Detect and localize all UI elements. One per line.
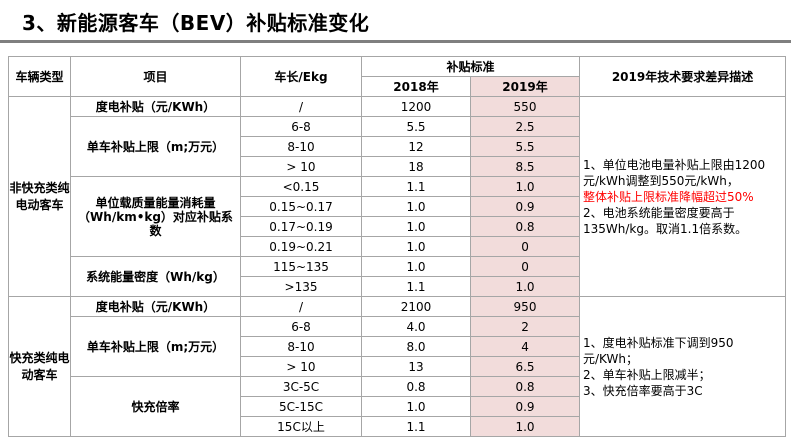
title-bar: 3、新能源客车（BEV）补贴标准变化 xyxy=(0,0,791,43)
cell-2018: 0.8 xyxy=(361,376,471,397)
table-row: 非快充类纯电动客车 度电补贴（元/KWh） / 1200 550 1、单位电池电… xyxy=(8,96,787,297)
cell-length: 5C-15C xyxy=(240,396,362,417)
desc-highlight: 整体补贴上限标准降幅超过50% xyxy=(583,189,754,204)
cell-length: 0.19~0.21 xyxy=(240,236,362,257)
header-diff-desc: 2019年技术要求差异描述 xyxy=(579,56,787,97)
desc-line: 3、快充倍率要高于3C xyxy=(583,383,703,398)
table-row: 15C以上 1.1 1.0 xyxy=(9,416,786,437)
cell-2018: 1.0 xyxy=(361,216,471,237)
subsidy-table: 车辆类型 项目 车长/Ekg 补贴标准 2019年技术要求差异描述 2018年 … xyxy=(8,56,787,437)
desc-line: 2、单车补贴上限减半； xyxy=(583,367,711,382)
header-row-years: 2018年 2019年 xyxy=(9,76,786,97)
cell-length: 15C以上 xyxy=(240,416,362,437)
cell-2019: 6.5 xyxy=(469,356,581,377)
cell-2019: 1.0 xyxy=(469,416,581,437)
cell-length: 6-8 xyxy=(240,316,362,337)
cell-2018: 1200 xyxy=(361,96,471,117)
table-row: 8-10 8.0 4 xyxy=(9,336,786,357)
cell-2019: 0.9 xyxy=(469,196,581,217)
cell-2018: 1.1 xyxy=(361,416,471,437)
table-row: > 10 13 6.5 xyxy=(9,356,786,377)
desc-line: 1、单位电池电量补贴上限由1200元/kWh调整到550元/kWh， xyxy=(583,157,766,188)
cell-2019: 0 xyxy=(469,236,581,257)
cell-length: 8-10 xyxy=(240,336,362,357)
table-row: 系统能量密度（Wh/kg） 115~135 1.0 0 xyxy=(9,256,786,297)
cell-2018: 5.5 xyxy=(361,116,471,137)
table-row: 单位载质量能量消耗量（Wh/km•kg）对应补贴系数 <0.15 1.1 1.0 xyxy=(9,176,786,257)
cell-length: / xyxy=(240,96,362,117)
table-row: 0.19~0.21 1.0 0 xyxy=(9,236,786,257)
cell-2018: 13 xyxy=(361,356,471,377)
title-divider xyxy=(0,40,791,43)
table-row: 单车补贴上限（m;万元） 6-8 5.5 2.5 xyxy=(9,116,786,177)
header-year-2019: 2019年 xyxy=(469,76,581,97)
item-vehicle-cap: 单车补贴上限（m;万元） xyxy=(70,316,241,377)
cell-2018: 1.0 xyxy=(361,196,471,217)
cell-2019: 0 xyxy=(469,256,581,277)
cell-length: <0.15 xyxy=(240,176,362,197)
table-row: 8-10 12 5.5 xyxy=(9,136,786,157)
cell-length: 3C-5C xyxy=(240,376,362,397)
cell-2019: 0.9 xyxy=(469,396,581,417)
header-length: 车长/Ekg xyxy=(240,56,362,97)
cell-length: 8-10 xyxy=(240,136,362,157)
cell-2019: 2.5 xyxy=(469,116,581,137)
cell-2018: 4.0 xyxy=(361,316,471,337)
cell-length: > 10 xyxy=(240,156,362,177)
cell-2018: 1.0 xyxy=(361,236,471,257)
table-row: 快充倍率 3C-5C 0.8 0.8 xyxy=(9,376,786,437)
category-non-fast: 非快充类纯电动客车 xyxy=(8,96,71,297)
header-subsidy-standard: 补贴标准 xyxy=(360,56,581,77)
item-energy-density: 系统能量密度（Wh/kg） xyxy=(70,256,241,297)
table-row: 0.17~0.19 1.0 0.8 xyxy=(9,216,786,237)
cell-2019: 0.8 xyxy=(469,216,581,237)
cell-length: 6-8 xyxy=(240,116,362,137)
desc-line: 1、度电补贴标准下调到950元/KWh； xyxy=(583,335,734,366)
cell-length: 0.17~0.19 xyxy=(240,216,362,237)
item-degree-subsidy: 度电补贴（元/KWh） xyxy=(70,296,241,317)
cell-2018: 1.0 xyxy=(361,256,471,277)
cell-2019: 1.0 xyxy=(469,176,581,197)
cell-2018: 12 xyxy=(361,136,471,157)
cell-2018: 1.0 xyxy=(361,396,471,417)
desc-line: 2、电池系统能量密度要高于135Wh/kg。取消1.1倍系数。 xyxy=(583,205,748,236)
table-row: 5C-15C 1.0 0.9 xyxy=(9,396,786,417)
table-row: 0.15~0.17 1.0 0.9 xyxy=(9,196,786,217)
cell-length: >135 xyxy=(240,276,362,297)
cell-2018: 1.1 xyxy=(361,276,471,297)
cell-2018: 8.0 xyxy=(361,336,471,357)
cell-2019: 4 xyxy=(469,336,581,357)
cell-2018: 18 xyxy=(361,156,471,177)
cell-2018: 2100 xyxy=(361,296,471,317)
cell-2019: 5.5 xyxy=(469,136,581,157)
item-energy-coef: 单位载质量能量消耗量（Wh/km•kg）对应补贴系数 xyxy=(70,176,241,257)
cell-2019: 950 xyxy=(469,296,581,317)
diff-desc-fast: 1、度电补贴标准下调到950元/KWh； 2、单车补贴上限减半； 3、快充倍率要… xyxy=(579,296,787,437)
header-year-2018: 2018年 xyxy=(361,76,471,97)
header-item: 项目 xyxy=(70,56,241,97)
item-charge-rate: 快充倍率 xyxy=(70,376,241,437)
header-row: 车辆类型 项目 车长/Ekg 补贴标准 2019年技术要求差异描述 xyxy=(8,56,787,97)
category-fast: 快充类纯电动客车 xyxy=(8,296,71,437)
cell-2019: 8.5 xyxy=(469,156,581,177)
cell-2019: 2 xyxy=(469,316,581,337)
header-vehicle-type: 车辆类型 xyxy=(8,56,71,97)
table-row: >135 1.1 1.0 xyxy=(9,276,786,297)
cell-length: 115~135 xyxy=(240,256,362,277)
cell-length: > 10 xyxy=(240,356,362,377)
table-row: 快充类纯电动客车 度电补贴（元/KWh） / 2100 950 1、度电补贴标准… xyxy=(8,296,787,437)
item-degree-subsidy: 度电补贴（元/KWh） xyxy=(70,96,241,117)
cell-2018: 1.1 xyxy=(361,176,471,197)
page-title: 3、新能源客车（BEV）补贴标准变化 xyxy=(22,11,370,35)
cell-2019: 550 xyxy=(469,96,581,117)
cell-2019: 0.8 xyxy=(469,376,581,397)
item-vehicle-cap: 单车补贴上限（m;万元） xyxy=(70,116,241,177)
cell-length: 0.15~0.17 xyxy=(240,196,362,217)
cell-2019: 1.0 xyxy=(469,276,581,297)
diff-desc-non-fast: 1、单位电池电量补贴上限由1200元/kWh调整到550元/kWh， 整体补贴上… xyxy=(579,96,787,297)
cell-length: / xyxy=(240,296,362,317)
